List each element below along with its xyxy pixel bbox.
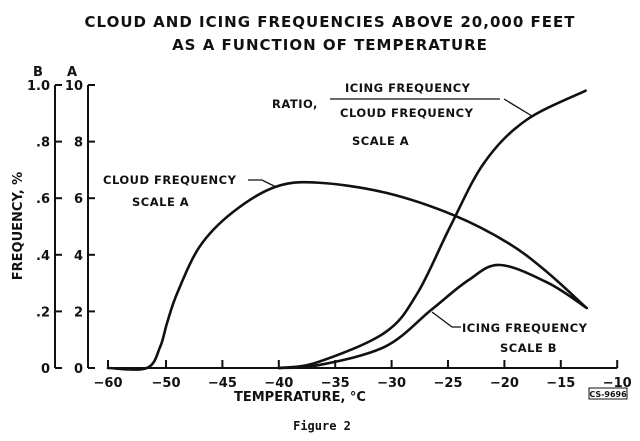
y-axis-title: FREQUENCY, % [11,172,26,280]
x-tick-label: −10 [603,376,632,391]
y-tick-label: 4 [74,249,83,264]
ratio-scale-label: SCALE A [352,134,409,148]
figure-code-box: CS-9696 [588,387,628,400]
figure-code: CS-9696 [589,390,627,399]
ratio-numerator: ICING FREQUENCY [345,81,471,95]
x-tick-label: −45 [208,376,237,391]
ratio-leader-line [503,98,533,117]
cloud-leader-line [248,179,277,188]
y-tick-label: 0 [74,362,83,377]
ratio-denominator: CLOUD FREQUENCY [340,106,474,120]
icing-frequency-label: ICING FREQUENCY [462,321,588,335]
ratio-prefix: RATIO, [272,97,318,111]
icing-frequency-curve [277,263,589,370]
curves [106,89,589,371]
y-tick-label: 0 [41,362,50,377]
chart-title: CLOUD AND ICING FREQUENCIES ABOVE 20,000… [85,13,576,31]
x-tick-label: −30 [377,376,406,391]
x-tick-label: −25 [434,376,463,391]
cloud-frequency-curve [106,180,587,371]
ratio-annotation: RATIO, ICING FREQUENCY CLOUD FREQUENCY S… [272,81,533,148]
y-tick-label: 1.0 [27,79,50,94]
icing-frequency-annotation: ICING FREQUENCY SCALE B [431,311,588,355]
chart-subtitle: AS A FUNCTION OF TEMPERATURE [172,36,488,54]
y-tick-label: .6 [36,192,50,207]
y-tick-label: 10 [65,79,83,94]
y-tick-label: 2 [74,305,83,320]
icing-scale-label: SCALE B [500,341,557,355]
figure-caption: Figure 2 [293,419,351,433]
x-tick-label: −35 [321,376,350,391]
icing-leader-line [431,311,461,328]
cloud-frequency-label: CLOUD FREQUENCY [103,173,237,187]
y-axes: 0 .2 .4 .6 .8 1.0 0 2 4 6 8 10 [27,79,95,377]
y-tick-label: 8 [74,136,83,151]
x-tick-label: −15 [546,376,575,391]
x-tick-label: −60 [94,376,123,391]
y-tick-label: .4 [36,249,50,264]
x-axis-title: TEMPERATURE, °C [234,390,366,405]
y-tick-label: .8 [36,136,50,151]
y-tick-label: 6 [74,192,83,207]
cloud-frequency-annotation: CLOUD FREQUENCY SCALE A [103,173,277,209]
ratio-curve [277,89,587,370]
axis-a-header: A [67,65,77,80]
x-tick-label: −20 [490,376,519,391]
x-tick-label: −40 [264,376,293,391]
axis-b-header: B [33,65,43,80]
y-tick-label: .2 [36,305,50,320]
x-tick-label: −50 [152,376,181,391]
cloud-scale-label: SCALE A [132,195,189,209]
x-axis: −60 −50 −45 −40 −35 −30 −25 −20 −15 −10 [94,360,632,391]
